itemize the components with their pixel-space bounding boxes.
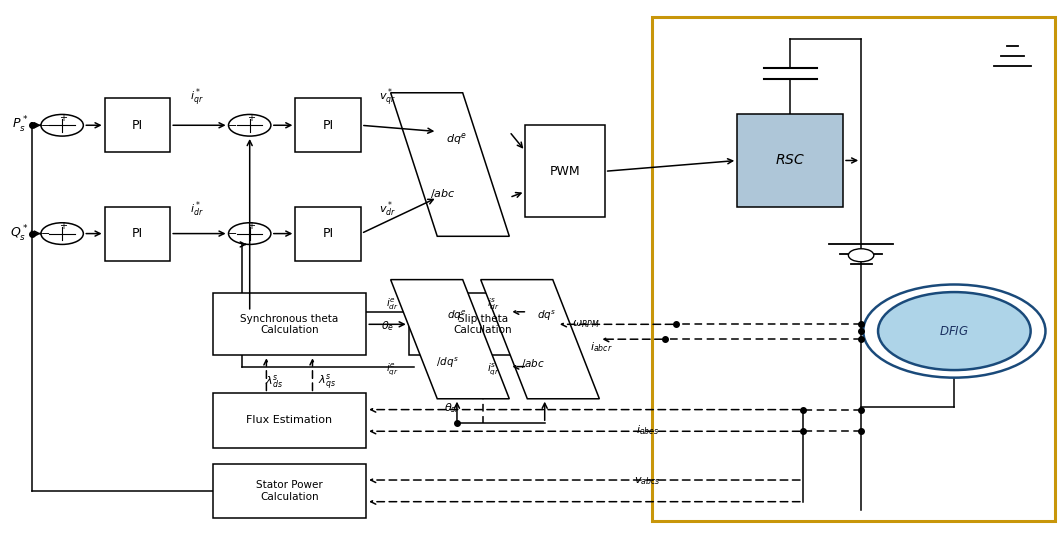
Text: Flux Estimation: Flux Estimation: [246, 415, 332, 426]
Text: $\lambda_{ds}^s$: $\lambda_{ds}^s$: [265, 374, 283, 390]
Text: PWM: PWM: [550, 165, 580, 178]
Bar: [295, 98, 361, 153]
Text: $/dq^s$: $/dq^s$: [436, 356, 459, 370]
Text: −: −: [228, 121, 238, 131]
Text: $\mathit{i}_{dr}^*$: $\mathit{i}_{dr}^*$: [190, 199, 204, 219]
Text: $i_{qr}^s$: $i_{qr}^s$: [487, 361, 500, 377]
Text: $P_s^*$: $P_s^*$: [12, 115, 28, 135]
Text: $\omega_{RPM}$: $\omega_{RPM}$: [572, 319, 599, 331]
Text: $dq^s$: $dq^s$: [537, 308, 557, 323]
Text: +: +: [59, 221, 67, 231]
Bar: [525, 125, 605, 217]
Text: $RSC$: $RSC$: [775, 154, 805, 167]
Text: $\theta_{sl}$: $\theta_{sl}$: [443, 401, 458, 415]
Circle shape: [41, 223, 84, 244]
Circle shape: [228, 223, 271, 244]
Text: $v_{abcs}$: $v_{abcs}$: [633, 475, 660, 487]
Text: PI: PI: [132, 119, 143, 132]
Text: $DFIG$: $DFIG$: [939, 325, 970, 338]
Text: $\lambda_{qs}^s$: $\lambda_{qs}^s$: [318, 372, 336, 392]
Bar: [295, 206, 361, 261]
Text: −: −: [40, 121, 50, 131]
Text: $\mathit{v}_{dr}^*$: $\mathit{v}_{dr}^*$: [379, 199, 396, 219]
Text: $i_{abcr}$: $i_{abcr}$: [590, 340, 613, 354]
Text: PI: PI: [132, 227, 143, 240]
Text: $\theta_e$: $\theta_e$: [381, 319, 394, 332]
Text: $/abc$: $/abc$: [521, 357, 545, 370]
Text: $\mathit{v}_{qr}^*$: $\mathit{v}_{qr}^*$: [379, 87, 396, 109]
Polygon shape: [390, 93, 509, 236]
Bar: [653, 17, 1055, 521]
Circle shape: [228, 115, 271, 136]
Polygon shape: [481, 280, 599, 399]
Bar: [212, 464, 366, 518]
Bar: [105, 206, 170, 261]
Bar: [408, 293, 557, 356]
Text: −: −: [40, 229, 50, 239]
Polygon shape: [390, 280, 509, 399]
Text: $/abc$: $/abc$: [430, 187, 456, 200]
Text: PI: PI: [323, 119, 333, 132]
Text: $dq^e$: $dq^e$: [447, 131, 468, 147]
Text: +: +: [247, 113, 255, 123]
Text: $\mathit{i}_{qr}^*$: $\mathit{i}_{qr}^*$: [190, 87, 204, 109]
Bar: [212, 393, 366, 447]
Text: −: −: [228, 229, 238, 239]
Text: +: +: [247, 221, 255, 231]
Bar: [212, 293, 366, 356]
Text: $i_{dr}^s$: $i_{dr}^s$: [487, 296, 500, 312]
Text: $i_{dr}^e$: $i_{dr}^e$: [386, 296, 399, 312]
Text: $dq^e$: $dq^e$: [447, 308, 467, 323]
Text: $Q_s^*$: $Q_s^*$: [11, 224, 29, 244]
Circle shape: [41, 115, 84, 136]
Bar: [105, 98, 170, 153]
Circle shape: [879, 292, 1030, 370]
Text: $i_{abcs}$: $i_{abcs}$: [636, 424, 659, 437]
Text: $i_{qr}^e$: $i_{qr}^e$: [386, 361, 399, 377]
Text: Stator Power
Calculation: Stator Power Calculation: [256, 480, 323, 502]
Circle shape: [849, 249, 874, 262]
Text: Slip theta
Calculation: Slip theta Calculation: [453, 313, 512, 335]
Bar: [737, 115, 843, 206]
Text: Synchronous theta
Calculation: Synchronous theta Calculation: [240, 313, 338, 335]
Text: PI: PI: [323, 227, 333, 240]
Text: +: +: [59, 113, 67, 123]
